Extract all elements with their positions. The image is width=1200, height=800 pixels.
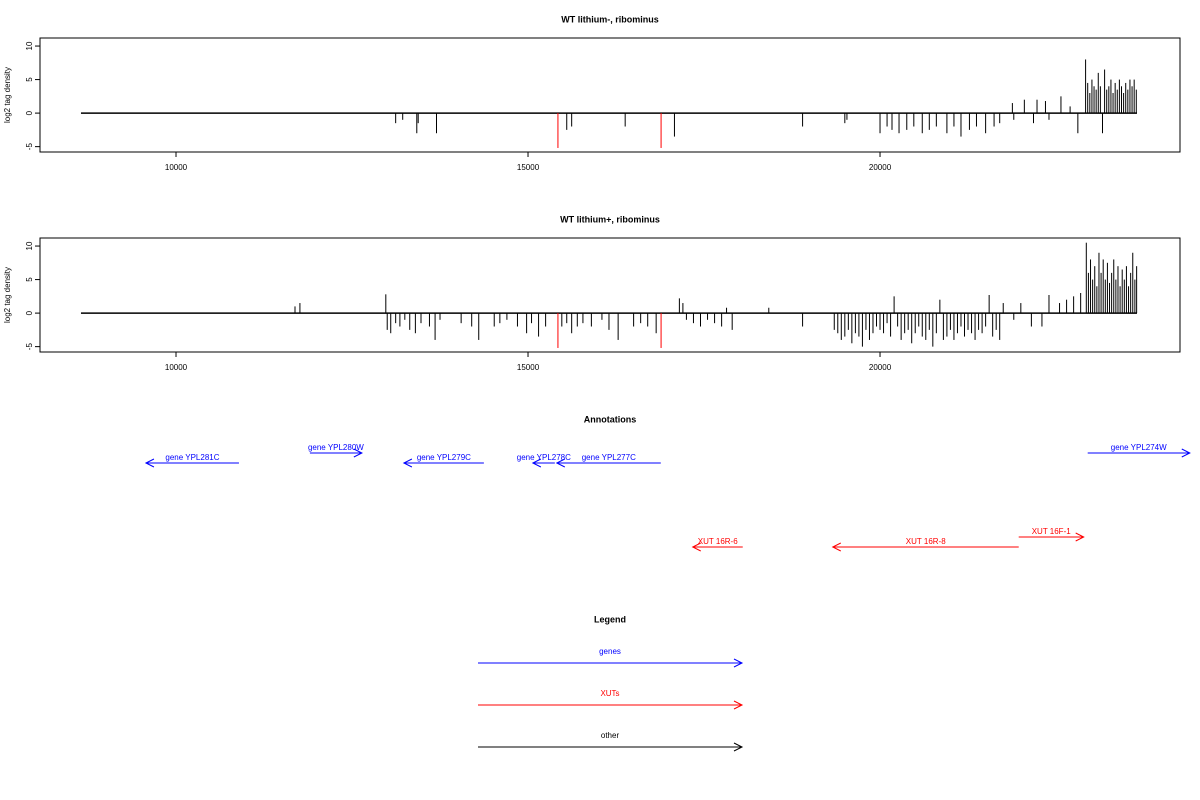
legend-label: other [601, 731, 620, 740]
chart-title: WT lithium-, ribominus [561, 14, 659, 24]
legend-arrow-head [733, 700, 744, 710]
y-axis-label: log2 tag density [3, 67, 12, 123]
plot-frame [39, 37, 1181, 153]
feature-arrow-head [144, 458, 155, 468]
legend-title: Legend [594, 614, 626, 624]
y-axis-label: log2 tag density [3, 267, 12, 323]
y-tick-label: -5 [25, 343, 34, 351]
x-tick-label: 20000 [869, 163, 892, 172]
y-tick-label: 5 [25, 277, 34, 282]
annotations-title: Annotations [584, 414, 637, 424]
x-tick-label: 20000 [869, 363, 892, 372]
feature-label: gene YPL278C [517, 453, 571, 462]
y-tick-label: 0 [25, 310, 34, 315]
y-tick-label: -5 [25, 143, 34, 151]
feature-arrow-head [531, 458, 542, 468]
chart-title: WT lithium+, ribominus [560, 214, 660, 224]
y-tick-label: 10 [25, 241, 34, 250]
feature-label: XUT 16R-8 [906, 537, 946, 546]
x-tick-label: 15000 [517, 163, 540, 172]
feature-arrow-head [831, 542, 842, 552]
feature-arrow-head [402, 458, 413, 468]
y-tick-label: 0 [25, 110, 34, 115]
feature-arrow-head [691, 542, 701, 552]
feature-label: XUT 16R-6 [698, 537, 738, 546]
feature-arrow-head [1075, 532, 1085, 542]
legend-label: XUTs [600, 689, 619, 698]
x-tick-label: 15000 [517, 363, 540, 372]
legend-arrow-head [733, 658, 744, 668]
feature-arrow-head [353, 448, 363, 458]
plot-frame [39, 237, 1181, 353]
y-tick-label: 10 [25, 41, 34, 50]
feature-label: gene YPL281C [165, 453, 219, 462]
legend-label: genes [599, 647, 621, 656]
feature-label: gene YPL274W [1111, 443, 1167, 452]
feature-label: gene YPL280W [308, 443, 364, 452]
legend-arrow-head [733, 742, 744, 752]
x-tick-label: 10000 [165, 363, 188, 372]
feature-label: gene YPL279C [417, 453, 471, 462]
feature-label: XUT 16F-1 [1032, 527, 1072, 536]
x-tick-label: 10000 [165, 163, 188, 172]
feature-label: gene YPL277C [582, 453, 636, 462]
feature-arrow-head [555, 458, 566, 468]
y-tick-label: 5 [25, 77, 34, 82]
feature-arrow-head [1181, 448, 1191, 458]
